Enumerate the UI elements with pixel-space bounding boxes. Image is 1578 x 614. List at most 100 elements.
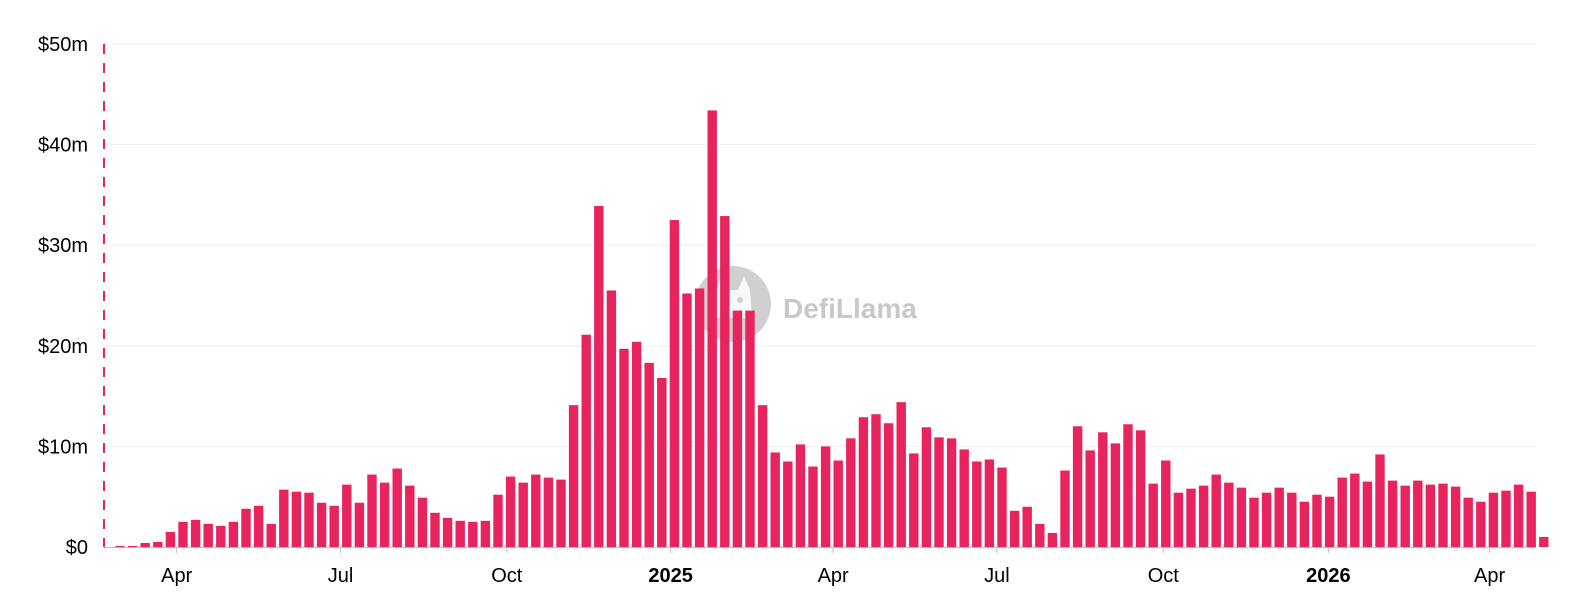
bar[interactable] (392, 468, 402, 547)
bar[interactable] (203, 523, 213, 547)
bar[interactable] (1488, 492, 1499, 547)
bar[interactable] (1060, 470, 1070, 547)
bar[interactable] (304, 492, 314, 547)
bar[interactable] (1135, 430, 1146, 547)
bar[interactable] (455, 520, 465, 547)
bar[interactable] (871, 414, 881, 547)
bar[interactable] (468, 521, 478, 547)
bar[interactable] (316, 502, 327, 547)
bar[interactable] (493, 494, 503, 547)
bar[interactable] (1287, 492, 1297, 547)
bar[interactable] (417, 497, 428, 547)
bar[interactable] (694, 288, 705, 547)
bar[interactable] (997, 467, 1007, 547)
bar[interactable] (808, 466, 818, 547)
bar[interactable] (1022, 506, 1032, 547)
bar[interactable] (1123, 424, 1133, 547)
bar[interactable] (165, 531, 176, 547)
bar[interactable] (1035, 523, 1045, 547)
bar[interactable] (127, 545, 138, 547)
bar[interactable] (1450, 486, 1461, 547)
bar[interactable] (1211, 474, 1221, 547)
bar[interactable] (606, 290, 617, 547)
bar[interactable] (795, 444, 806, 547)
bar[interactable] (1148, 483, 1158, 547)
bar[interactable] (619, 348, 629, 547)
bar[interactable] (1085, 450, 1095, 547)
bar[interactable] (367, 474, 377, 547)
bar[interactable] (631, 341, 642, 547)
bar[interactable] (1526, 491, 1536, 547)
bar[interactable] (846, 438, 856, 547)
bar[interactable] (291, 491, 302, 547)
bar[interactable] (934, 437, 944, 547)
bar[interactable] (959, 449, 969, 547)
bar[interactable] (178, 521, 188, 547)
bar[interactable] (354, 502, 365, 547)
bar[interactable] (342, 484, 352, 547)
bar[interactable] (1009, 510, 1020, 547)
bar[interactable] (1161, 460, 1171, 547)
bar[interactable] (707, 110, 717, 548)
bar[interactable] (1299, 501, 1310, 547)
bar[interactable] (556, 479, 566, 547)
bar[interactable] (644, 362, 654, 547)
bar[interactable] (1249, 497, 1259, 547)
bar[interactable] (820, 446, 831, 547)
bar[interactable] (657, 377, 667, 547)
bar[interactable] (1387, 480, 1398, 547)
bar[interactable] (1261, 492, 1272, 547)
bar[interactable] (833, 460, 843, 547)
bar[interactable] (770, 452, 780, 547)
bar[interactable] (1513, 484, 1524, 547)
bar[interactable] (1198, 485, 1209, 547)
bar[interactable] (921, 427, 932, 547)
bar[interactable] (594, 205, 604, 547)
bar[interactable] (153, 541, 163, 547)
bar[interactable] (745, 310, 755, 547)
bar[interactable] (858, 417, 869, 547)
bar[interactable] (1375, 454, 1385, 547)
bar[interactable] (757, 405, 768, 547)
bar[interactable] (946, 438, 957, 547)
bar[interactable] (379, 482, 390, 547)
bar[interactable] (1337, 477, 1347, 547)
bar[interactable] (1224, 482, 1234, 547)
bar[interactable] (1438, 483, 1448, 547)
bar[interactable] (518, 482, 528, 547)
bar[interactable] (279, 489, 289, 547)
bar[interactable] (505, 476, 516, 547)
bar[interactable] (1324, 496, 1335, 547)
bar[interactable] (568, 405, 579, 547)
bar[interactable] (1236, 487, 1247, 547)
bar[interactable] (1425, 484, 1436, 547)
bar[interactable] (253, 505, 264, 547)
bar[interactable] (1413, 480, 1423, 547)
bar[interactable] (783, 461, 793, 547)
bar[interactable] (1362, 481, 1373, 547)
bar[interactable] (1047, 532, 1058, 547)
bar[interactable] (1400, 485, 1410, 547)
bar[interactable] (984, 459, 995, 547)
bar[interactable] (531, 474, 541, 547)
bar[interactable] (405, 485, 415, 547)
bar[interactable] (1173, 492, 1184, 547)
bar[interactable] (720, 216, 730, 547)
bar[interactable] (883, 423, 894, 547)
bar[interactable] (581, 334, 591, 547)
bar[interactable] (329, 505, 339, 547)
bar[interactable] (442, 517, 453, 547)
bar[interactable] (1312, 494, 1322, 547)
bar[interactable] (190, 519, 201, 547)
bar[interactable] (732, 310, 743, 547)
bar[interactable] (1350, 473, 1360, 547)
bar[interactable] (909, 453, 919, 547)
bar[interactable] (241, 508, 251, 547)
bar[interactable] (1274, 487, 1284, 547)
bar[interactable] (266, 523, 276, 547)
bar[interactable] (1539, 536, 1549, 547)
bar[interactable] (543, 477, 554, 547)
bar[interactable] (1476, 501, 1486, 547)
bar[interactable] (140, 542, 150, 547)
bar[interactable] (216, 525, 226, 547)
